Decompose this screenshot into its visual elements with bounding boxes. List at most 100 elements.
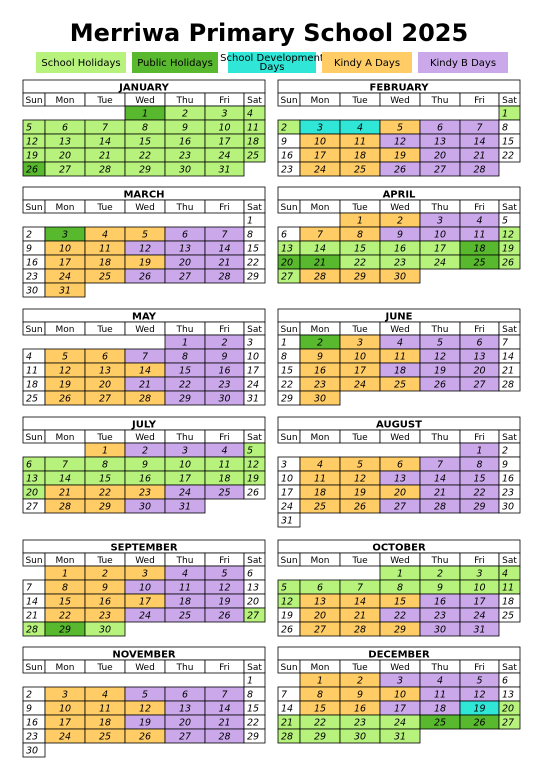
day-number: 10: [473, 583, 485, 594]
day-header: Sun: [280, 325, 297, 335]
day-number: 26: [247, 488, 259, 499]
day-number: 30: [394, 272, 406, 283]
day-number: 16: [26, 258, 38, 269]
day-number: 2: [26, 230, 32, 241]
day-number: 22: [473, 488, 485, 499]
day-number: 26: [218, 611, 230, 622]
day-number: 1: [142, 109, 148, 120]
day-header: Fri: [474, 203, 485, 213]
day-number: 10: [139, 583, 151, 594]
day-number: 10: [218, 123, 230, 134]
day-header: Thu: [176, 96, 194, 106]
day-number: 1: [357, 216, 363, 227]
day-number: 21: [473, 151, 485, 162]
day-number: 13: [281, 244, 293, 255]
day-number: 27: [59, 165, 71, 176]
day-number: 25: [434, 718, 446, 729]
day-number: 7: [317, 230, 323, 241]
day-number: 26: [354, 502, 366, 513]
day-number: 25: [473, 258, 485, 269]
day-number: 20: [434, 151, 446, 162]
day-number: 6: [182, 230, 188, 241]
day-number: 23: [502, 488, 514, 499]
day-header: Wed: [135, 663, 155, 673]
day-cell: [44, 282, 86, 298]
day-number: 22: [179, 380, 191, 391]
day-number: 8: [182, 352, 188, 363]
day-number: 5: [62, 352, 68, 363]
day-header: Thu: [431, 556, 449, 566]
day-number: 17: [179, 474, 191, 485]
day-number: 12: [218, 583, 230, 594]
day-header: Fri: [219, 433, 230, 443]
month-name: DECEMBER: [368, 650, 430, 661]
day-number: 18: [434, 704, 446, 715]
day-number: 25: [179, 611, 191, 622]
day-number: 29: [247, 272, 259, 283]
month-name: APRIL: [383, 190, 416, 201]
day-cell: [498, 607, 521, 623]
day-number: 2: [437, 569, 443, 580]
day-number: 16: [394, 244, 406, 255]
day-number: 26: [394, 165, 406, 176]
day-number: 7: [62, 460, 68, 471]
day-number: 16: [99, 597, 111, 608]
day-header: Sat: [247, 663, 262, 673]
day-number: 10: [179, 460, 191, 471]
day-number: 23: [354, 718, 366, 729]
day-number: 18: [99, 718, 111, 729]
day-number: 5: [142, 690, 148, 701]
day-number: 22: [139, 151, 151, 162]
day-number: 7: [142, 352, 148, 363]
day-number: 2: [502, 446, 508, 457]
day-number: 31: [473, 625, 485, 636]
day-number: 12: [139, 704, 151, 715]
day-header: Sun: [25, 325, 42, 335]
day-number: 26: [502, 258, 514, 269]
day-number: 22: [354, 258, 366, 269]
day-number: 30: [502, 502, 514, 513]
day-number: 4: [221, 446, 227, 457]
day-number: 16: [139, 474, 151, 485]
day-number: 30: [218, 394, 230, 405]
legend-label: Kindy B Days: [430, 58, 496, 69]
day-number: 30: [314, 394, 326, 405]
day-header: Wed: [390, 325, 410, 335]
day-number: 6: [502, 676, 508, 687]
day-number: 31: [247, 394, 259, 405]
day-number: 20: [179, 718, 191, 729]
day-number: 1: [247, 216, 253, 227]
day-number: 12: [434, 352, 446, 363]
day-number: 8: [62, 583, 68, 594]
day-number: 17: [218, 137, 230, 148]
day-number: 1: [281, 338, 287, 349]
day-number: 29: [281, 394, 293, 405]
day-number: 15: [179, 366, 191, 377]
day-number: 17: [281, 488, 293, 499]
day-header: Mon: [311, 663, 330, 673]
day-number: 15: [502, 137, 514, 148]
day-number: 6: [317, 583, 323, 594]
day-number: 2: [26, 690, 32, 701]
month-name: SEPTEMBER: [110, 543, 177, 554]
day-number: 23: [394, 258, 406, 269]
day-header: Mon: [56, 96, 75, 106]
legend-swatch: [322, 52, 412, 73]
day-number: 1: [476, 446, 482, 457]
day-number: 9: [182, 123, 188, 134]
day-number: 11: [99, 704, 111, 715]
day-number: 6: [102, 352, 108, 363]
day-number: 8: [142, 123, 148, 134]
day-number: 4: [502, 569, 508, 580]
day-number: 3: [182, 446, 188, 457]
day-header: Fri: [474, 96, 485, 106]
day-number: 6: [62, 123, 68, 134]
day-number: 27: [281, 272, 293, 283]
day-number: 21: [314, 258, 326, 269]
day-number: 22: [247, 258, 259, 269]
day-cell: [84, 621, 126, 637]
day-number: 11: [26, 366, 38, 377]
day-number: 17: [354, 366, 366, 377]
day-number: 18: [218, 474, 230, 485]
day-header: Mon: [311, 325, 330, 335]
